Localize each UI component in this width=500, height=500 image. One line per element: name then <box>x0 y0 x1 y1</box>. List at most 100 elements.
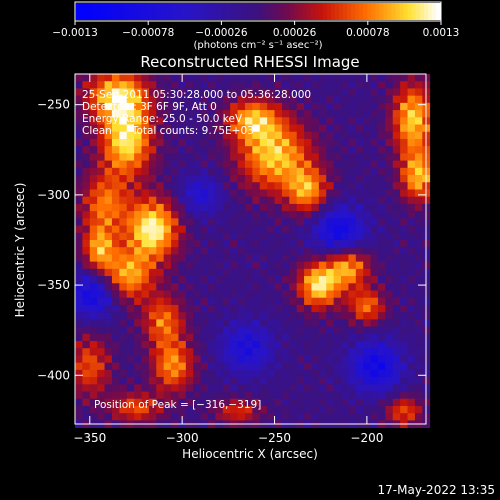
heatmap-cell <box>185 124 194 133</box>
heatmap-cell <box>289 182 298 190</box>
heatmap-cell <box>318 297 327 306</box>
heatmap-cell <box>89 391 98 400</box>
heatmap-cell <box>185 232 194 241</box>
heatmap-cell <box>414 312 423 320</box>
heatmap-cell <box>355 160 364 169</box>
heatmap-cell <box>148 81 157 89</box>
heatmap-cell <box>111 211 120 219</box>
heatmap-cell <box>208 211 216 219</box>
heatmap-cell <box>341 405 349 414</box>
heatmap-cell <box>126 167 135 176</box>
heatmap-cell <box>296 110 305 118</box>
heatmap-cell <box>289 304 298 313</box>
heatmap-cell <box>141 102 150 111</box>
heatmap-cell <box>200 297 209 306</box>
heatmap-cell <box>222 304 231 313</box>
heatmap-cell <box>407 304 416 313</box>
heatmap-cell <box>385 203 394 212</box>
heatmap-cell <box>244 333 253 342</box>
heatmap-cell <box>97 326 105 335</box>
heatmap-cell <box>289 218 298 226</box>
heatmap-cell <box>407 175 416 183</box>
heatmap-cell <box>326 88 335 97</box>
heatmap-cell <box>222 362 231 371</box>
heatmap-cell <box>341 283 349 291</box>
heatmap-cell <box>89 189 98 198</box>
heatmap-cell <box>222 312 231 320</box>
heatmap-cell <box>414 95 423 104</box>
colorbar-segment <box>363 3 368 20</box>
heatmap-cell <box>141 182 150 190</box>
heatmap-cell <box>414 247 423 255</box>
heatmap-cell <box>97 391 105 400</box>
heatmap-cell <box>171 283 179 291</box>
heatmap-cell <box>296 290 305 299</box>
colorbar-frame <box>74 1 442 22</box>
heatmap-cell <box>134 153 142 161</box>
heatmap-cell <box>341 74 349 82</box>
heatmap-cell <box>200 362 209 371</box>
heatmap-cell <box>370 146 379 154</box>
heatmap-cell <box>333 405 342 414</box>
heatmap-cell <box>178 261 187 270</box>
heatmap-cell <box>119 304 128 313</box>
colorbar-segment <box>173 3 178 20</box>
heatmap-cell <box>318 211 327 219</box>
heatmap-cell <box>222 88 231 97</box>
heatmap-cell <box>104 362 113 371</box>
colorbar-segment <box>395 3 401 20</box>
heatmap-cell <box>111 146 120 154</box>
heatmap-cell <box>333 413 342 421</box>
heatmap-cell <box>348 304 357 313</box>
heatmap-cell <box>200 326 209 335</box>
heatmap-cell <box>296 203 305 212</box>
heatmap-cell <box>414 369 423 378</box>
heatmap-cell <box>311 304 320 313</box>
heatmap-cell <box>178 95 187 104</box>
heatmap-cell <box>148 117 157 125</box>
heatmap-cell <box>326 413 335 421</box>
heatmap-cell <box>104 413 113 421</box>
heatmap-cell <box>237 160 246 169</box>
heatmap-cell <box>281 384 290 392</box>
colorbar-segment <box>96 3 101 20</box>
heatmap-cell <box>267 384 275 392</box>
heatmap-cell <box>75 81 83 89</box>
heatmap-cell <box>104 283 113 291</box>
heatmap-cell <box>355 88 364 97</box>
heatmap-cell <box>274 355 283 364</box>
heatmap-cell <box>141 211 150 219</box>
heatmap-cell <box>178 160 187 169</box>
heatmap-cell <box>126 290 135 299</box>
heatmap-cell <box>348 110 357 118</box>
heatmap-cell <box>148 369 157 378</box>
heatmap-cell <box>97 290 105 299</box>
heatmap-cell <box>222 239 231 248</box>
heatmap-cell <box>333 290 342 299</box>
heatmap-cell <box>267 348 275 356</box>
heatmap-cell <box>370 182 379 190</box>
heatmap-cell <box>163 211 172 219</box>
heatmap-cell <box>111 312 120 320</box>
heatmap-cell <box>318 369 327 378</box>
heatmap-cell <box>363 319 371 327</box>
heatmap-cell <box>341 196 349 205</box>
heatmap-cell <box>281 333 290 342</box>
heatmap-cell <box>333 225 342 234</box>
heatmap-cell <box>75 405 83 414</box>
heatmap-cell <box>385 290 394 299</box>
heatmap-cell <box>193 290 202 299</box>
heatmap-cell <box>89 167 98 176</box>
heatmap-cell <box>222 146 231 154</box>
heatmap-cell <box>104 276 113 284</box>
heatmap-cell <box>400 369 408 378</box>
heatmap-cell <box>414 203 423 212</box>
heatmap-cell <box>244 312 253 320</box>
heatmap-cell <box>141 391 150 400</box>
heatmap-cell <box>274 261 283 270</box>
heatmap-cell <box>274 167 283 176</box>
heatmap-cell <box>267 232 275 241</box>
heatmap-cell <box>304 232 312 241</box>
heatmap-cell <box>392 146 401 154</box>
heatmap-cell <box>134 81 142 89</box>
